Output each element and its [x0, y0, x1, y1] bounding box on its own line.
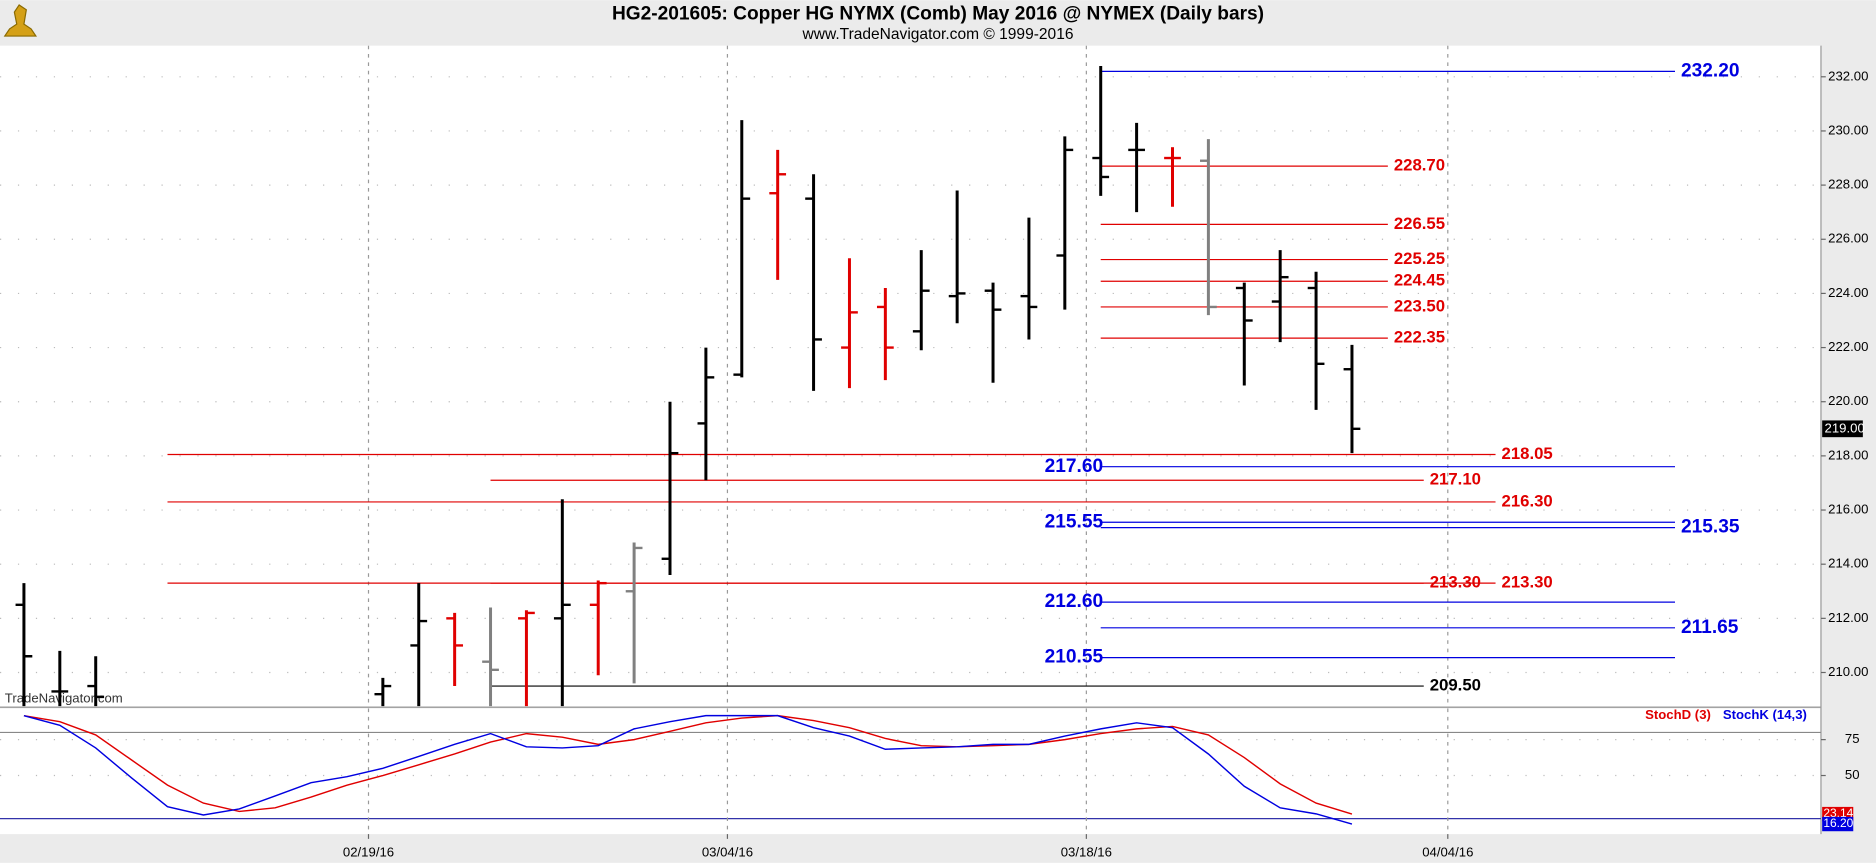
level-label: 215.35 [1681, 517, 1740, 538]
y-tick-label: 220.00 [1828, 393, 1868, 408]
level-label: 213.30 [1502, 573, 1553, 592]
last-value-label: 23.14 [1823, 806, 1853, 820]
level-label: 218.05 [1502, 444, 1553, 463]
logo [3, 4, 38, 37]
y-tick-label: 75 [1845, 731, 1860, 746]
y-tick-label: 50 [1845, 767, 1860, 782]
last-value-label: 16.20 [1823, 816, 1853, 830]
level-label: 211.65 [1681, 617, 1739, 638]
stoch-plot [0, 708, 1821, 835]
y-tick-label: 216.00 [1828, 502, 1868, 517]
y-tick-label: 232.00 [1828, 68, 1868, 83]
last-price-box [1822, 420, 1863, 438]
stoch-panel [0, 708, 1821, 835]
x-tick-label: 04/04/16 [1422, 845, 1473, 860]
watermark: TradeNavigator.com [5, 690, 123, 705]
level-label: 223.50 [1394, 296, 1445, 315]
x-tick-label: 02/19/16 [343, 845, 394, 860]
x-tick-label: 03/04/16 [702, 845, 753, 860]
y-tick-label: 214.00 [1828, 556, 1868, 571]
level-label: 216.30 [1502, 491, 1553, 510]
price-panel [0, 45, 1821, 707]
level-label: 209.50 [1430, 675, 1481, 694]
y-tick-label: 224.00 [1828, 285, 1868, 300]
y-tick-label: 230.00 [1828, 122, 1868, 137]
y-tick-label: 218.00 [1828, 447, 1868, 462]
legend-entry: StochD (3) [1645, 707, 1711, 722]
level-label: 228.70 [1394, 156, 1445, 175]
chart-subtitle: www.TradeNavigator.com © 1999-2016 [802, 26, 1074, 43]
y-tick-label: 210.00 [1828, 664, 1868, 679]
last-value-box [1822, 816, 1854, 832]
level-label: 213.30 [1430, 573, 1481, 592]
level-label: 232.20 [1681, 60, 1740, 81]
y-tick-label: 228.00 [1828, 177, 1868, 192]
x-tick-label: 03/18/16 [1061, 845, 1112, 860]
level-label: 210.55 [1045, 647, 1104, 668]
legend-entry: StochK (14,3) [1723, 707, 1807, 722]
level-label: 217.60 [1045, 456, 1104, 477]
level-label: 215.55 [1045, 511, 1104, 532]
stoch-line [23, 714, 1353, 815]
stoch-line [23, 714, 1353, 825]
level-label: 225.25 [1394, 249, 1445, 268]
y-tick-label: 212.00 [1828, 610, 1868, 625]
level-label: 222.35 [1394, 328, 1445, 347]
chart-title: HG2-201605: Copper HG NYMX (Comb) May 20… [612, 4, 1264, 25]
level-label: 224.45 [1394, 271, 1445, 290]
price-plot [0, 45, 1821, 707]
axes: 210.00 212.00 214.00 216.00 218.00 220.00 222.… [343, 60, 1869, 859]
last-price-label: 219.00 [1825, 420, 1865, 435]
level-label: 212.60 [1045, 591, 1104, 612]
level-label: 226.55 [1394, 214, 1445, 233]
y-tick-label: 222.00 [1828, 339, 1868, 354]
level-label: 217.10 [1430, 470, 1481, 489]
y-tick-label: 226.00 [1828, 231, 1868, 246]
